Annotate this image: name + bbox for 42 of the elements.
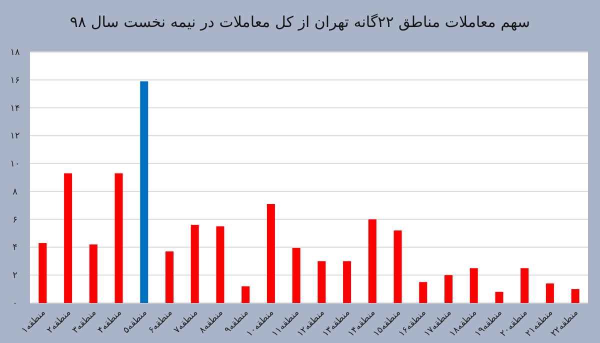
x-tick-label: منطقه۱ <box>20 308 48 336</box>
bar <box>216 226 224 303</box>
y-tick-label: ۸ <box>12 187 18 198</box>
x-tick-label: منطقه۲ <box>45 308 74 336</box>
y-tick-label: ۱۶ <box>10 76 20 86</box>
y-tick-label: ۱۸ <box>10 48 20 58</box>
bar <box>520 268 529 303</box>
bar <box>190 224 199 303</box>
y-tick-label: ۱۲ <box>10 132 20 142</box>
x-tick-label: منطقه۷ <box>172 308 200 336</box>
bar <box>64 173 72 303</box>
y-tick-label: ۶ <box>12 215 18 226</box>
bar <box>140 81 148 303</box>
y-tick-label: ۴ <box>12 243 18 254</box>
x-tick-label: منطقه۵ <box>122 308 150 336</box>
x-tick-label: منطقه۴ <box>96 308 124 336</box>
x-tick-label: منطقه۶ <box>146 308 175 336</box>
bar <box>114 173 123 303</box>
y-tick-label: ۱۰ <box>10 160 20 170</box>
bar <box>343 261 352 303</box>
bar <box>444 275 452 303</box>
y-tick-label: ۲ <box>12 271 18 282</box>
x-tick-label: منطقه۲۲ <box>549 308 581 340</box>
y-tick-label: ۱۴ <box>10 104 20 114</box>
bar <box>470 268 478 303</box>
bar <box>546 283 554 303</box>
x-tick-label: منطقه۸ <box>198 308 226 336</box>
bar <box>166 251 174 303</box>
y-tick-label: ۰ <box>12 299 18 309</box>
bar <box>318 261 326 303</box>
chart-title: سهم معاملات مناطق ۲۲گانه تهران از کل معاملات در نیمه نخست سال ۹۸ <box>70 13 530 31</box>
bar <box>495 292 504 303</box>
bar <box>242 286 250 303</box>
bar <box>292 248 300 303</box>
x-tick-label: منطقه۳ <box>70 308 99 336</box>
bar <box>266 204 275 303</box>
bar <box>394 230 402 303</box>
bar <box>419 282 428 303</box>
bar <box>571 289 580 303</box>
bar <box>38 243 47 303</box>
bar <box>89 244 98 303</box>
bar <box>368 219 376 303</box>
